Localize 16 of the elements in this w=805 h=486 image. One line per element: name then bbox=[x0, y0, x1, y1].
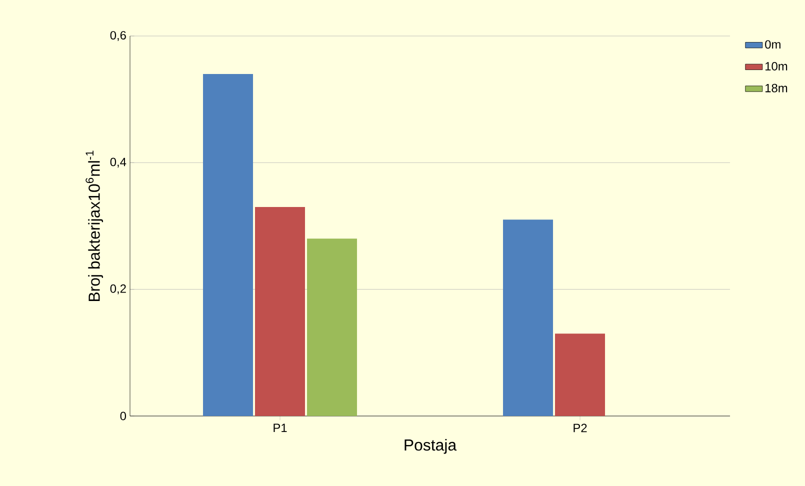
bar bbox=[203, 74, 254, 416]
bar bbox=[306, 238, 357, 416]
bar bbox=[555, 334, 606, 416]
y-axis-title: Broj bakterijax10$^{6}$ml$^{-1}$ bbox=[86, 150, 104, 302]
legend-label: 18m bbox=[766, 84, 788, 92]
y-tick-label: 0,6 bbox=[110, 31, 126, 41]
y-tick-label: 0,2 bbox=[110, 284, 126, 294]
bar bbox=[255, 207, 306, 416]
bar bbox=[503, 220, 554, 416]
legend-label: 10m bbox=[766, 62, 788, 70]
legend-label: 0m bbox=[765, 40, 780, 49]
x-tick-label: P1 bbox=[274, 424, 287, 432]
x-axis-title: Postaja bbox=[404, 438, 457, 454]
x-tick-label: P2 bbox=[574, 424, 587, 432]
y-tick-label: 0,4 bbox=[110, 158, 126, 168]
y-tick-label: 0 bbox=[120, 412, 126, 420]
